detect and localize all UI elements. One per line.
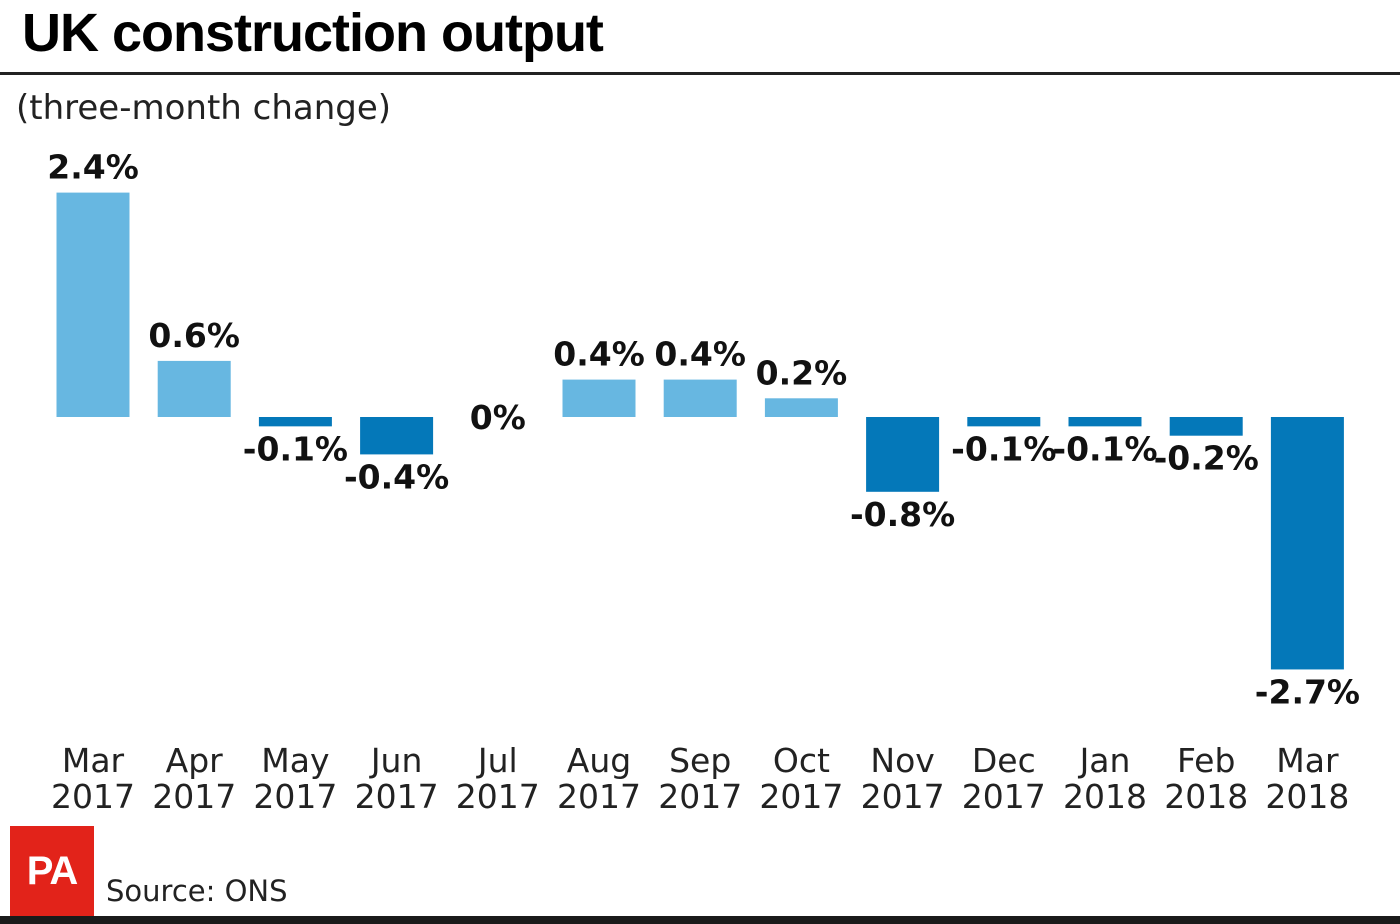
- title-divider: [0, 72, 1400, 75]
- bottom-divider: [0, 916, 1400, 924]
- x-tick-month: Jun: [369, 741, 423, 780]
- value-label: 0.4%: [553, 335, 645, 374]
- chart-subtitle: (three-month change): [16, 88, 392, 128]
- x-tick-month: Mar: [62, 741, 125, 780]
- x-tick-month: Apr: [166, 741, 224, 780]
- value-label: 0.6%: [148, 316, 240, 355]
- x-tick-year: 2017: [152, 777, 236, 816]
- x-tick-year: 2017: [253, 777, 337, 816]
- x-tick-month: Jan: [1078, 741, 1131, 780]
- value-label: 0.2%: [756, 353, 848, 392]
- x-tick-year: 2017: [861, 777, 945, 816]
- value-label: -0.1%: [1052, 429, 1157, 468]
- value-label: -2.7%: [1255, 672, 1360, 711]
- x-tick-month: Dec: [972, 741, 1036, 780]
- x-tick-year: 2018: [1063, 777, 1147, 816]
- value-label: 2.4%: [47, 148, 139, 187]
- bar-may-2017: [258, 417, 332, 427]
- bar-oct-2017: [764, 398, 838, 417]
- x-tick-year: 2017: [51, 777, 135, 816]
- x-tick-year: 2018: [1164, 777, 1248, 816]
- bar-sep-2017: [663, 379, 737, 417]
- value-label: -0.8%: [850, 495, 955, 534]
- source-note: Source: ONS: [106, 874, 288, 908]
- x-tick-year: 2017: [557, 777, 641, 816]
- value-label: 0.4%: [654, 335, 746, 374]
- chart-title: UK construction output: [22, 3, 604, 63]
- bar-aug-2017: [562, 379, 636, 417]
- x-tick-month: Feb: [1177, 741, 1235, 780]
- bar-nov-2017: [866, 417, 940, 492]
- bar-jun-2017: [360, 417, 434, 455]
- x-tick-month: Mar: [1276, 741, 1339, 780]
- x-tick-year: 2017: [658, 777, 742, 816]
- value-label: -0.4%: [344, 457, 449, 496]
- x-tick-year: 2017: [456, 777, 540, 816]
- value-label: -0.2%: [1154, 439, 1259, 478]
- value-label: -0.1%: [951, 429, 1056, 468]
- x-tick-month: May: [261, 741, 329, 780]
- bar-mar-2017: [56, 192, 130, 417]
- x-tick-year: 2017: [962, 777, 1046, 816]
- x-tick-month: Nov: [870, 741, 934, 780]
- bar-feb-2018: [1169, 417, 1243, 436]
- x-tick-month: Aug: [567, 741, 631, 780]
- x-tick-month: Jul: [476, 741, 518, 780]
- x-tick-year: 2017: [355, 777, 439, 816]
- value-label: -0.1%: [243, 429, 348, 468]
- x-tick-month: Sep: [669, 741, 731, 780]
- x-tick-year: 2017: [759, 777, 843, 816]
- pa-logo: PA: [10, 826, 94, 916]
- bar-apr-2017: [157, 360, 231, 417]
- x-tick-month: Oct: [773, 741, 830, 780]
- value-label: 0%: [470, 398, 526, 437]
- x-tick-year: 2018: [1265, 777, 1349, 816]
- bar-mar-2018: [1270, 417, 1344, 670]
- bar-dec-2017: [967, 417, 1041, 427]
- bar-jan-2018: [1068, 417, 1142, 427]
